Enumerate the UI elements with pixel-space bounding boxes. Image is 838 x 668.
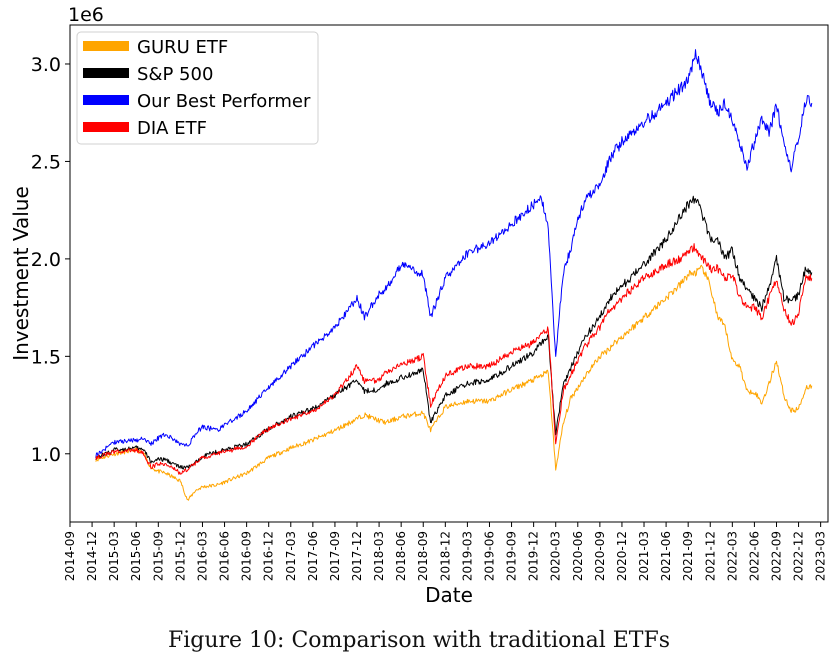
x-tick-label: 2017-03 — [284, 531, 298, 581]
x-tick-label: 2021-12 — [703, 531, 717, 581]
figure-caption: Figure 10: Comparison with traditional E… — [167, 628, 671, 653]
y-tick-label: 2.5 — [31, 151, 61, 173]
x-tick-label: 2015-03 — [107, 531, 121, 581]
x-tick-label: 2020-03 — [549, 531, 563, 581]
x-tick-label: 2017-12 — [350, 531, 364, 581]
x-tick-label: 2021-06 — [659, 531, 673, 581]
legend-swatch — [83, 41, 129, 51]
x-tick-label: 2016-12 — [262, 531, 276, 581]
x-tick-label: 2014-12 — [85, 531, 99, 581]
x-tick-label: 2019-12 — [527, 531, 541, 581]
axes-frame — [69, 24, 829, 523]
series-line-our-best-performer — [95, 49, 813, 458]
x-tick-label: 2020-06 — [571, 531, 585, 581]
y-axis-label: Investment Value — [9, 186, 33, 361]
y-tick-label: 2.0 — [31, 249, 61, 271]
chart-figure: 1.0 1.5 2.0 2.5 3.0 1e6 2014-09 2014-12 2015-03 2… — [9, 4, 829, 607]
y-tick-label: 1.5 — [31, 346, 61, 368]
x-tick-label: 2014-09 — [63, 531, 77, 581]
x-tick-label: 2015-09 — [151, 531, 165, 581]
x-tick-label: 2015-12 — [173, 531, 187, 581]
x-tick-label: 2015-06 — [129, 531, 143, 581]
y-offset-label: 1e6 — [68, 4, 104, 26]
x-tick-label: 2019-06 — [482, 531, 496, 581]
legend-label: GURU ETF — [137, 37, 228, 58]
legend-swatch — [83, 122, 129, 132]
y-tick-label: 1.0 — [31, 444, 61, 466]
series-line-dia-etf — [95, 243, 813, 475]
legend-swatch — [83, 95, 129, 105]
legend-label: DIA ETF — [137, 118, 207, 139]
x-tick-label: 2018-09 — [416, 531, 430, 581]
legend-box — [76, 31, 319, 145]
x-tick-label: 2019-03 — [460, 531, 474, 581]
legend-label: S&P 500 — [137, 64, 213, 85]
x-tick-label: 2022-06 — [747, 531, 761, 581]
x-tick-label: 2022-09 — [769, 531, 783, 581]
x-tick-label: 2020-09 — [593, 531, 607, 581]
x-axis-label: Date — [425, 583, 473, 607]
x-tick-label: 2017-09 — [328, 531, 342, 581]
legend-swatch — [83, 68, 129, 78]
x-tick-label: 2021-09 — [681, 531, 695, 581]
y-tick-label: 3.0 — [31, 54, 61, 76]
x-tick-label: 2020-12 — [615, 531, 629, 581]
x-tick-label: 2016-03 — [195, 531, 209, 581]
x-tick-label: 2019-09 — [505, 531, 519, 581]
x-tick-label: 2023-03 — [814, 531, 828, 581]
x-tick-label: 2016-09 — [240, 531, 254, 581]
plot-area: 1.0 1.5 2.0 2.5 3.0 1e6 2014-09 2014-12 2015-03 2… — [9, 4, 829, 607]
legend-label: Our Best Performer — [137, 91, 311, 112]
x-tick-label: 2017-06 — [306, 531, 320, 581]
x-tick-label: 2021-03 — [637, 531, 651, 581]
x-tick-label: 2018-06 — [394, 531, 408, 581]
x-tick-label: 2016-06 — [218, 531, 232, 581]
x-tick-label: 2018-03 — [372, 531, 386, 581]
x-tick-label: 2018-12 — [438, 531, 452, 581]
x-tick-label: 2022-12 — [792, 531, 806, 581]
x-tick-label: 2022-03 — [725, 531, 739, 581]
series-line-guru-etf — [95, 264, 813, 501]
